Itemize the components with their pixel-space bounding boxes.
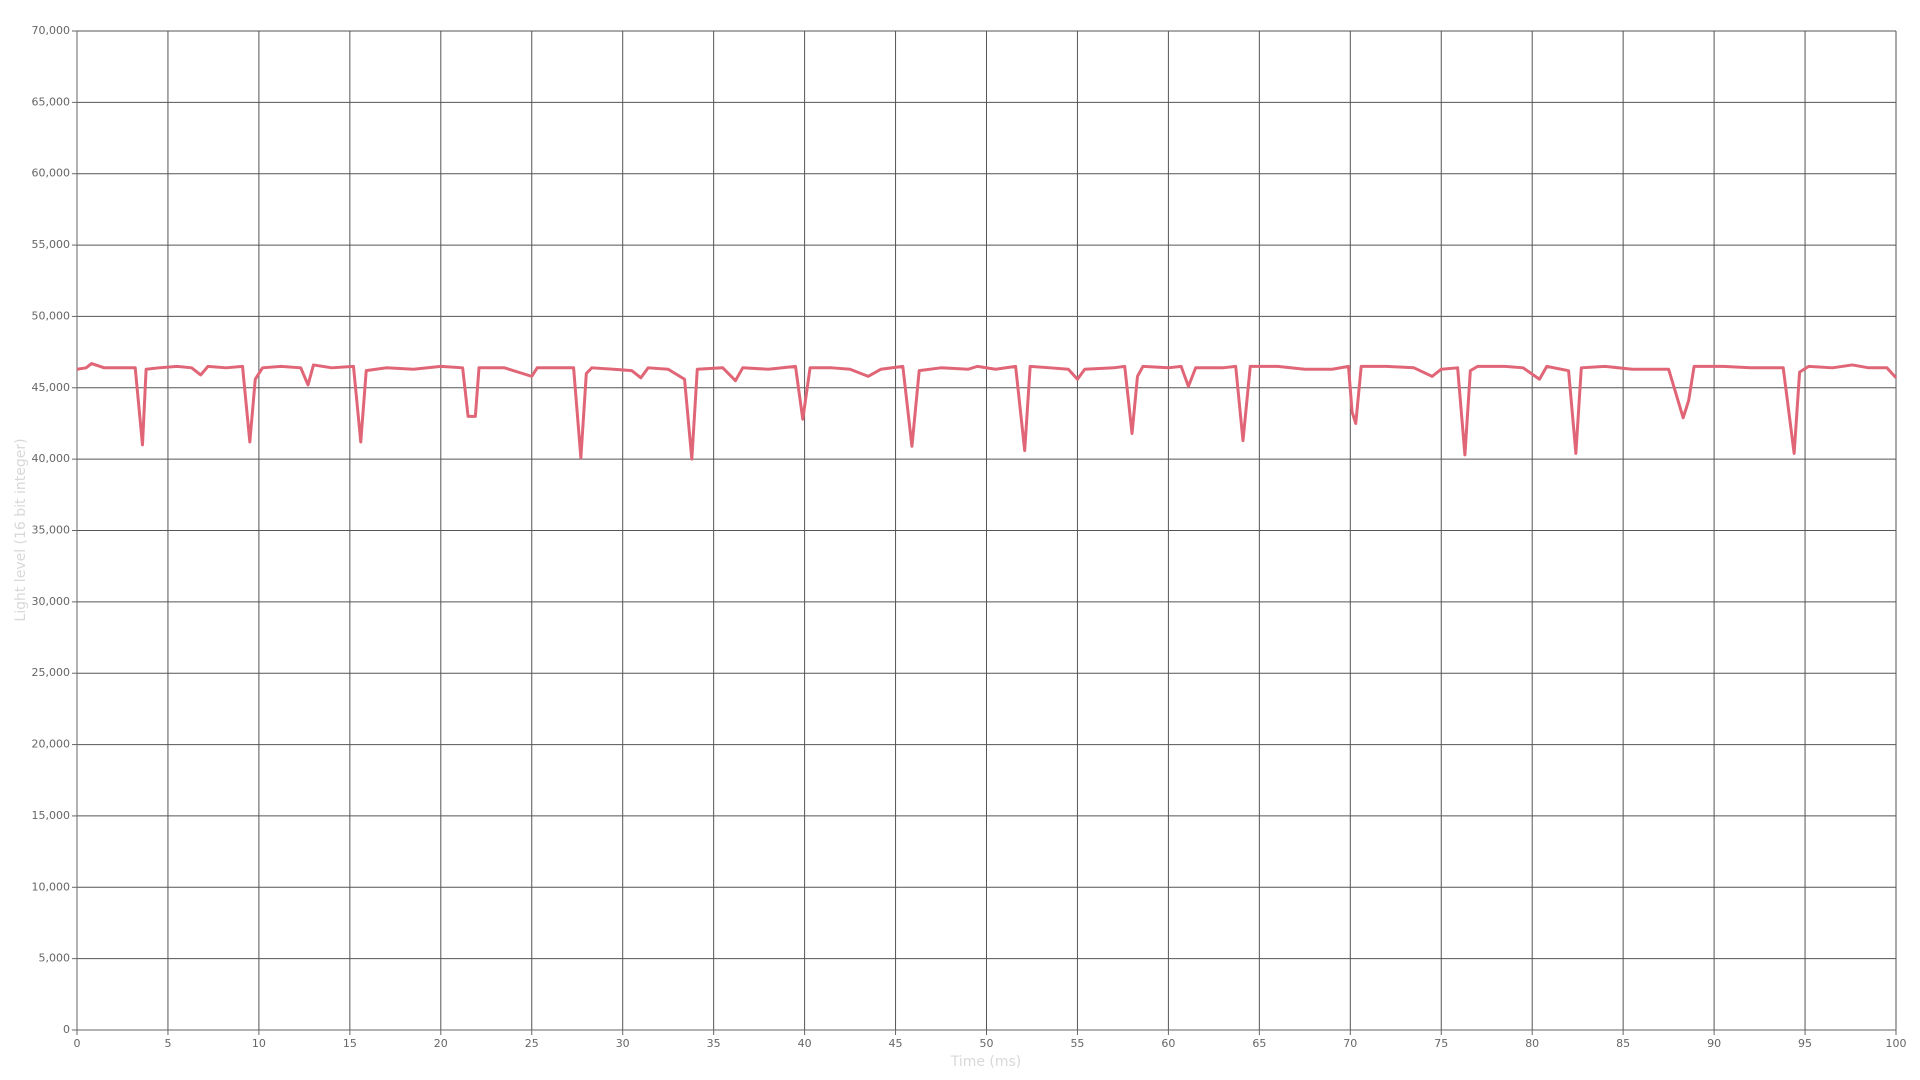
x-axis-title: Time (ms): [950, 1054, 1022, 1070]
data-line: [76, 362, 1898, 461]
y-tick-label: 35,000: [32, 524, 71, 537]
y-tick-label: 50,000: [32, 309, 71, 322]
x-tick-label: 50: [980, 1037, 994, 1050]
x-tick-label: 100: [1886, 1037, 1907, 1050]
y-tick-label: 60,000: [32, 167, 71, 180]
y-tick-label: 70,000: [32, 24, 71, 37]
y-tick-label: 10,000: [32, 880, 71, 893]
y-tick-label: 15,000: [32, 809, 71, 822]
x-tick-label: 55: [1070, 1037, 1084, 1050]
y-tick-label: 45,000: [32, 381, 71, 394]
x-tick-label: 0: [74, 1037, 81, 1050]
x-tick-label: 60: [1161, 1037, 1175, 1050]
x-tick-label: 65: [1252, 1037, 1266, 1050]
x-tick-label: 10: [252, 1037, 266, 1050]
y-tick-label: 65,000: [32, 95, 71, 108]
x-tick-label: 5: [164, 1037, 171, 1050]
x-tick-label: 45: [889, 1037, 903, 1050]
x-tick-label: 25: [525, 1037, 539, 1050]
x-tick-label: 95: [1798, 1037, 1812, 1050]
x-tick-label: 75: [1434, 1037, 1448, 1050]
x-tick-label: 30: [616, 1037, 630, 1050]
x-tick-label: 20: [434, 1037, 448, 1050]
y-tick-label: 25,000: [32, 666, 71, 679]
x-tick-label: 70: [1343, 1037, 1357, 1050]
y-tick-label: 30,000: [32, 595, 71, 608]
y-tick-label: 5,000: [39, 952, 71, 965]
y-tick-label: 55,000: [32, 238, 71, 251]
x-tick-label: 90: [1707, 1037, 1721, 1050]
x-tick-label: 40: [798, 1037, 812, 1050]
y-axis-title: Light level (16 bit integer): [13, 438, 29, 621]
x-tick-label: 85: [1616, 1037, 1630, 1050]
y-tick-label: 40,000: [32, 452, 71, 465]
y-tick-label: 20,000: [32, 738, 71, 751]
y-tick-label: 0: [63, 1023, 70, 1036]
x-tick-label: 15: [343, 1037, 357, 1050]
x-tick-label: 35: [707, 1037, 721, 1050]
x-tick-label: 80: [1525, 1037, 1539, 1050]
